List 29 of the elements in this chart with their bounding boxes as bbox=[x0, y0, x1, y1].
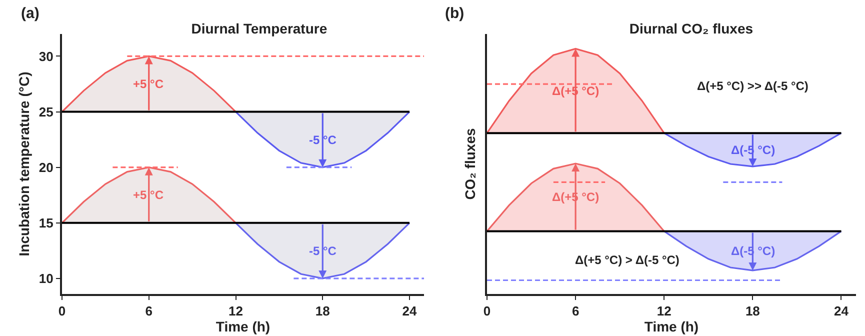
x-tick-label: 0 bbox=[483, 304, 491, 319]
text: (b) bbox=[445, 5, 464, 22]
annotation: Δ(+5 °C) > Δ(-5 °C) bbox=[575, 253, 680, 267]
chart-title: Diurnal Temperature bbox=[191, 20, 328, 36]
annotation: -5 °C bbox=[309, 133, 337, 147]
x-axis-title: Time (h) bbox=[216, 318, 270, 335]
y-tick-label: 30 bbox=[38, 48, 54, 64]
x-tick-label: 12 bbox=[656, 304, 672, 319]
annotation: -5 °C bbox=[309, 244, 337, 258]
x-tick-label: 12 bbox=[228, 304, 243, 319]
y-tick-label: 25 bbox=[38, 104, 54, 120]
y-axis-title: Incubation temperature (°C) bbox=[16, 72, 32, 256]
x-tick-label: 24 bbox=[402, 304, 418, 319]
y-tick-label: 10 bbox=[38, 270, 54, 286]
x-axis-title: Time (h) bbox=[644, 318, 699, 335]
x-tick-label: 24 bbox=[834, 304, 850, 319]
chart-title: Diurnal CO₂ fluxes bbox=[629, 20, 754, 36]
text: (a) bbox=[21, 5, 40, 22]
x-tick-label: 18 bbox=[745, 304, 760, 319]
x-tick-label: 6 bbox=[145, 304, 152, 319]
annotation: +5 °C bbox=[133, 188, 164, 202]
y-tick-label: 20 bbox=[38, 160, 54, 175]
x-tick-label: 0 bbox=[58, 304, 66, 319]
annotation: +5 °C bbox=[133, 77, 164, 91]
annotation: Δ(+5 °C) >> Δ(-5 °C) bbox=[697, 79, 808, 93]
x-tick-label: 6 bbox=[572, 304, 580, 319]
y-axis-title: CO₂ fluxes bbox=[462, 128, 478, 200]
y-tick-label: 15 bbox=[38, 215, 54, 230]
x-tick-label: 18 bbox=[315, 304, 330, 319]
